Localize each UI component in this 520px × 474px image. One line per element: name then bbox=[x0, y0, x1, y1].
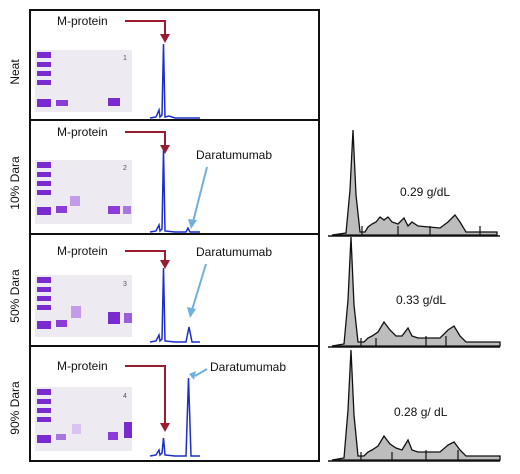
densitometry-90-dara: 0.28 g/ dL bbox=[328, 349, 501, 462]
mprotein-label: M-protein bbox=[57, 359, 108, 373]
gel-number: 4 bbox=[123, 393, 127, 400]
densitometry-fill bbox=[331, 349, 501, 461]
daratumumab-arrow bbox=[191, 263, 207, 311]
mprotein-arrowhead bbox=[160, 34, 170, 43]
daratumumab-arrow bbox=[192, 166, 208, 223]
panel-neat: 1 M-protein bbox=[35, 14, 200, 119]
daratumumab-arrowhead bbox=[187, 307, 196, 318]
densitometry-50-dara: 0.33 g/dL bbox=[328, 236, 501, 348]
daratumumab-arrowhead bbox=[189, 371, 196, 380]
mprotein-arrow bbox=[125, 131, 166, 147]
concentration-label: 0.29 g/dL bbox=[400, 185, 450, 199]
left-panel-frame bbox=[29, 9, 320, 462]
mprotein-arrow bbox=[125, 250, 166, 262]
gel-number: 1 bbox=[123, 55, 127, 62]
mprotein-arrow bbox=[125, 20, 166, 36]
mprotein-label: M-protein bbox=[57, 14, 108, 28]
mprotein-label: M-protein bbox=[57, 125, 108, 139]
panel-10-dara: 2 M-protein Daratumumab bbox=[35, 125, 272, 233]
gel-number: 2 bbox=[123, 165, 127, 172]
densitometry-10-dara: 0.29 g/dL bbox=[328, 129, 500, 237]
densitometry-fill bbox=[331, 129, 498, 236]
row-label-90-dara: 90% Dara bbox=[8, 381, 22, 435]
electrophoresis-trace bbox=[149, 43, 200, 119]
gel-image: 3 bbox=[35, 275, 132, 337]
gel-image: 1 bbox=[35, 50, 132, 112]
daratumumab-arrow bbox=[194, 368, 208, 377]
mprotein-arrowhead bbox=[160, 260, 170, 269]
mprotein-arrowhead bbox=[160, 145, 170, 154]
daratumumab-label: Daratumumab bbox=[196, 148, 272, 162]
daratumumab-arrowhead bbox=[188, 219, 197, 229]
mprotein-label: M-protein bbox=[57, 244, 108, 258]
electrophoresis-trace bbox=[149, 377, 200, 457]
daratumumab-label: Daratumumab bbox=[196, 245, 272, 259]
gel-number: 3 bbox=[123, 281, 127, 288]
gel-image: 4 bbox=[35, 387, 132, 451]
concentration-label: 0.33 g/dL bbox=[396, 293, 446, 307]
electrophoresis-trace bbox=[149, 267, 200, 343]
gel-image: 2 bbox=[35, 160, 132, 224]
panel-50-dara: 3 M-protein Daratumumab bbox=[35, 244, 272, 343]
panel-90-dara: 4 M-protein Daratumumab bbox=[35, 359, 286, 457]
densitometry-fill bbox=[331, 236, 501, 347]
electrophoresis-trace bbox=[149, 149, 200, 233]
row-label-10-dara: 10% Dara bbox=[8, 156, 22, 210]
row-label-50-dara: 50% Dara bbox=[8, 269, 22, 323]
daratumumab-label: Daratumumab bbox=[210, 360, 286, 374]
mprotein-arrow bbox=[125, 365, 166, 425]
row-label-neat: Neat bbox=[8, 59, 22, 85]
concentration-label: 0.28 g/ dL bbox=[394, 405, 448, 419]
mprotein-arrowhead bbox=[160, 423, 170, 432]
